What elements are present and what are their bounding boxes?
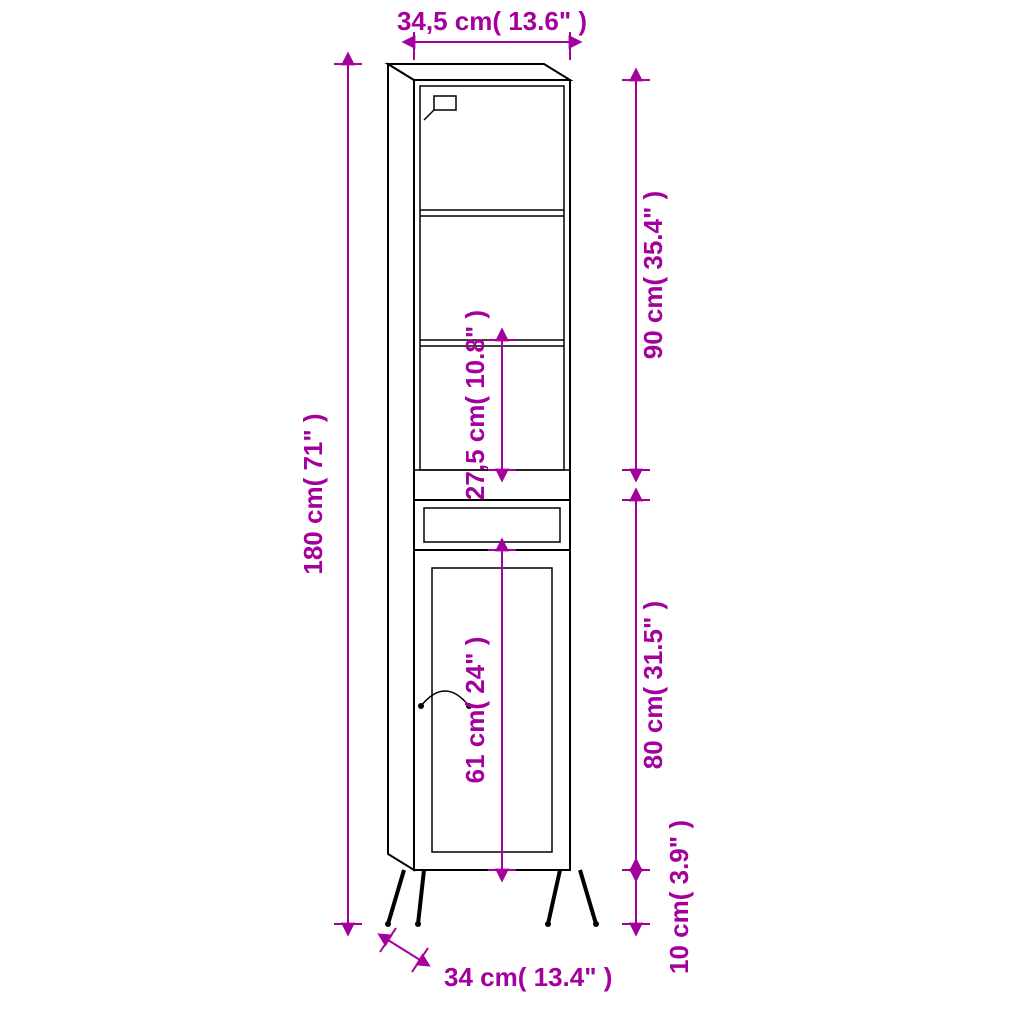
leg-3-foot xyxy=(545,921,551,927)
leg-1 xyxy=(388,870,404,924)
dim-depth-tick-2 xyxy=(412,948,428,972)
door xyxy=(414,550,570,870)
dim-upper-90-label: 90 cm( 35.4" ) xyxy=(638,191,668,359)
dim-shelf-275-label: 27,5 cm( 10.8" ) xyxy=(460,310,490,500)
dim-lower-80-label: 80 cm( 31.5" ) xyxy=(638,601,668,769)
leg-3 xyxy=(548,870,560,924)
leg-4 xyxy=(580,870,596,924)
dim-width-top-label: 34,5 cm( 13.6" ) xyxy=(397,6,587,36)
cabinet-top xyxy=(388,64,570,80)
dim-depth-tick-1 xyxy=(380,928,396,952)
dim-door-61-label: 61 cm( 24" ) xyxy=(460,637,490,784)
leg-2 xyxy=(418,870,424,924)
dim-depth-label: 34 cm( 13.4" ) xyxy=(444,962,612,992)
leg-4-foot xyxy=(593,921,599,927)
handle-mount-left xyxy=(418,703,424,709)
dim-depth xyxy=(388,940,420,960)
leg-2-foot xyxy=(415,921,421,927)
dim-legs-10-label: 10 cm( 3.9" ) xyxy=(664,820,694,974)
dim-height-total-label: 180 cm( 71" ) xyxy=(298,413,328,574)
leg-1-foot xyxy=(385,921,391,927)
cabinet-side xyxy=(388,64,414,870)
